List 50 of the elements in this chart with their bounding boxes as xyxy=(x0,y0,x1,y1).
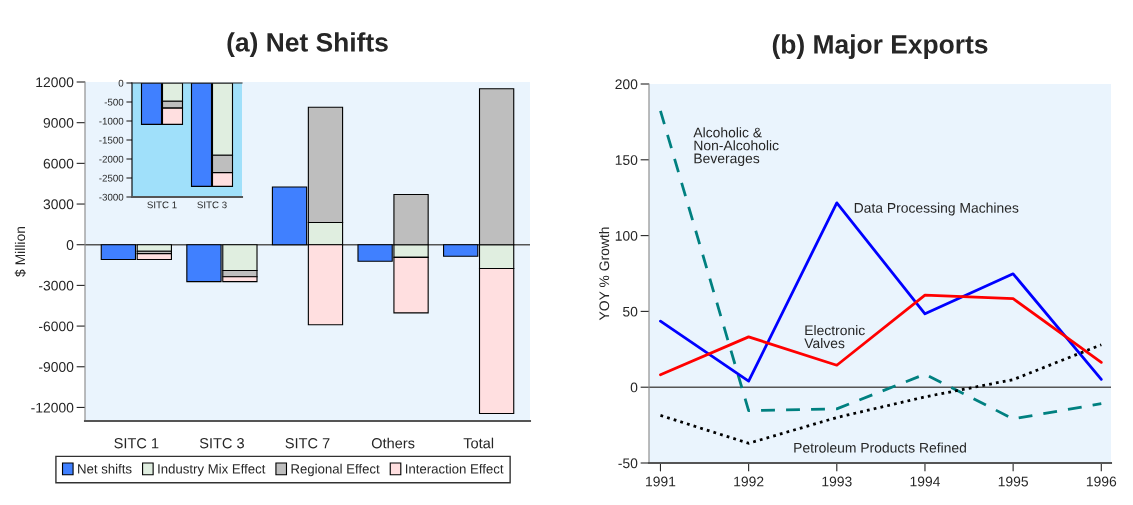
y-tick-label: -9000 xyxy=(38,362,74,372)
x-tick-label: SITC 1 xyxy=(114,438,159,449)
legend-label: Regional Effect xyxy=(291,463,380,477)
y-tick-label: 12000 xyxy=(36,77,74,88)
x-tick-label: 1995 xyxy=(998,476,1028,487)
x-tick-label: SITC 3 xyxy=(199,438,244,449)
x-tick-label: SITC 1 xyxy=(147,201,177,209)
legend-label: Net shifts xyxy=(78,463,132,474)
x-tick-label: 1994 xyxy=(910,476,941,487)
x-tick-label: 1991 xyxy=(646,476,676,487)
chart-title: (a) Net Shifts xyxy=(227,32,388,57)
legend-label: Interaction Effect xyxy=(405,463,504,474)
chart-title: (b) Major Exports xyxy=(772,34,988,59)
y-tick-label: -3000 xyxy=(99,193,124,201)
x-tick-label: Others xyxy=(371,437,415,449)
y-tick-label: 100 xyxy=(615,230,638,241)
y-tick-label: 6000 xyxy=(43,158,74,169)
y-tick-label: -2500 xyxy=(99,174,124,182)
line-series xyxy=(659,109,1103,421)
y-tick-label: -1500 xyxy=(99,136,124,144)
y-tick-label: -1000 xyxy=(99,117,124,125)
x-tick-label: 1992 xyxy=(734,476,764,487)
x-tick-label: 1996 xyxy=(1086,476,1117,487)
y-tick-label: -12000 xyxy=(31,402,74,413)
line-series xyxy=(659,201,1103,383)
y-tick-label: 3000 xyxy=(43,199,74,210)
y-tick-label: -3000 xyxy=(38,280,74,291)
y-tick-label: 9000 xyxy=(43,118,74,128)
series-label: Petroleum Products Refined xyxy=(794,442,966,453)
y-tick-label: 200 xyxy=(615,79,638,90)
y-axis-title: YOY % Growth xyxy=(598,227,610,321)
y-axis-title: $ Million xyxy=(14,226,26,277)
x-tick-label: SITC 3 xyxy=(197,201,227,209)
y-tick-label: 0 xyxy=(118,79,124,87)
y-tick-label: 0 xyxy=(66,240,74,250)
y-tick-label: -500 xyxy=(104,98,124,106)
series-label: Data Processing Machines xyxy=(854,202,1019,216)
x-tick-label: SITC 7 xyxy=(285,438,330,449)
y-tick-label: 150 xyxy=(615,155,638,165)
line-series xyxy=(659,293,1103,377)
series-label: Alcoholic & Non-Alcoholic Beverages xyxy=(693,127,779,167)
x-tick-label: Total xyxy=(463,437,494,449)
y-tick-label: -6000 xyxy=(38,321,74,332)
legend-label: Industry Mix Effect xyxy=(158,463,266,477)
series-label: Electronic Valves xyxy=(804,325,865,349)
y-tick-label: -2000 xyxy=(99,155,124,163)
x-tick-label: 1993 xyxy=(822,476,852,487)
y-tick-label: -50 xyxy=(618,458,638,469)
y-tick-label: 50 xyxy=(623,306,638,317)
y-tick-label: 0 xyxy=(630,382,638,393)
